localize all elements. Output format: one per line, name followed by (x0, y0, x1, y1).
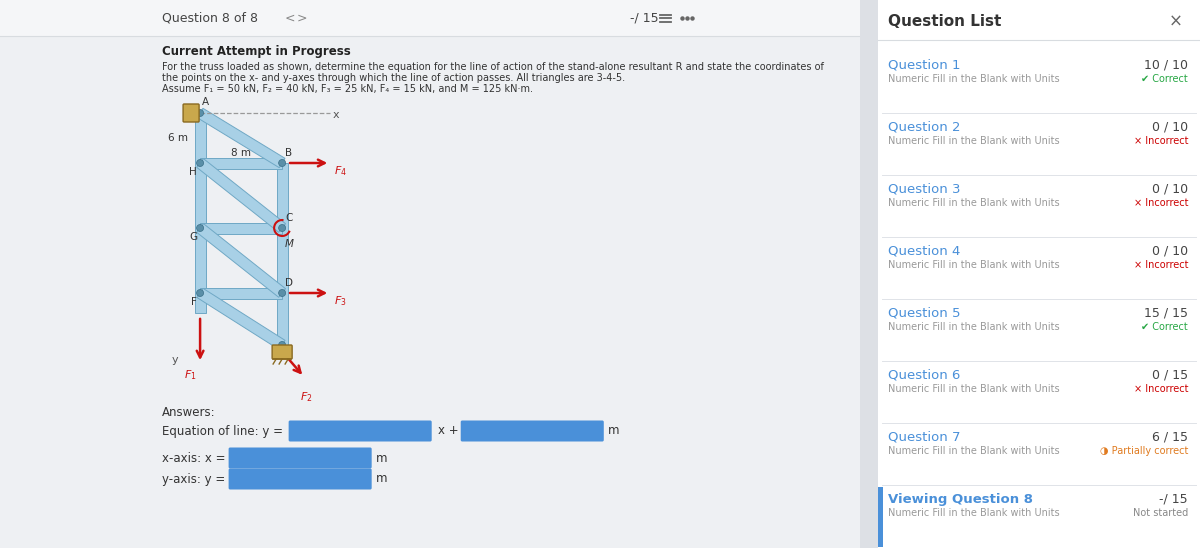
Text: ×: × (1169, 13, 1183, 31)
Text: ✔ Correct: ✔ Correct (1141, 322, 1188, 332)
Text: Question 2: Question 2 (888, 121, 961, 134)
Text: i: i (235, 474, 239, 484)
Text: $F_3$: $F_3$ (334, 294, 347, 308)
Polygon shape (197, 109, 284, 168)
Polygon shape (200, 288, 282, 299)
FancyBboxPatch shape (289, 420, 432, 442)
Text: C: C (286, 213, 293, 223)
Text: For the truss loaded as shown, determine the equation for the line of action of : For the truss loaded as shown, determine… (162, 62, 824, 72)
Circle shape (197, 289, 204, 296)
Text: y-axis: y =: y-axis: y = (162, 472, 226, 486)
Text: 0 / 10: 0 / 10 (1152, 244, 1188, 258)
Text: H: H (190, 167, 197, 177)
Circle shape (197, 110, 204, 117)
Bar (0, 0, 860, 36)
Text: m: m (376, 452, 388, 465)
Text: Numeric Fill in the Blank with Units: Numeric Fill in the Blank with Units (888, 322, 1060, 332)
FancyBboxPatch shape (461, 420, 604, 442)
Text: B: B (286, 148, 293, 158)
Polygon shape (277, 163, 288, 345)
Circle shape (197, 159, 204, 167)
Text: $F_1$: $F_1$ (184, 368, 197, 382)
Text: Equation of line: y =: Equation of line: y = (162, 425, 283, 437)
Text: Not started: Not started (1133, 508, 1188, 518)
Text: 0 / 10: 0 / 10 (1152, 121, 1188, 134)
Text: 6 m: 6 m (168, 133, 188, 143)
Text: m: m (608, 425, 619, 437)
Text: Numeric Fill in the Blank with Units: Numeric Fill in the Blank with Units (888, 74, 1060, 84)
Text: Answers:: Answers: (162, 406, 216, 419)
Text: -/ 15: -/ 15 (630, 12, 659, 25)
Text: x-axis: x =: x-axis: x = (162, 452, 226, 465)
Text: × Incorrect: × Incorrect (1134, 260, 1188, 270)
Text: Question 8 of 8: Question 8 of 8 (162, 12, 258, 25)
Text: i: i (295, 426, 299, 436)
Polygon shape (200, 157, 282, 168)
Polygon shape (197, 288, 286, 350)
Text: Assume F₁ = 50 kN, F₂ = 40 kN, F₃ = 25 kN, F₄ = 15 kN, and M = 125 kN·m.: Assume F₁ = 50 kN, F₂ = 40 kN, F₃ = 25 k… (162, 84, 533, 94)
Text: Question 1: Question 1 (888, 59, 961, 71)
Text: ◑ Partially correct: ◑ Partially correct (1099, 446, 1188, 456)
Text: F: F (191, 297, 197, 307)
Text: 0 / 10: 0 / 10 (1152, 182, 1188, 196)
Polygon shape (197, 224, 286, 298)
Circle shape (197, 225, 204, 231)
Text: x: x (334, 110, 340, 120)
Polygon shape (197, 159, 286, 232)
Circle shape (278, 159, 286, 167)
Circle shape (278, 225, 286, 231)
Text: × Incorrect: × Incorrect (1134, 136, 1188, 146)
Text: $F_2$: $F_2$ (300, 390, 313, 404)
FancyBboxPatch shape (184, 104, 199, 122)
Text: G: G (188, 232, 197, 242)
Text: Numeric Fill in the Blank with Units: Numeric Fill in the Blank with Units (888, 508, 1060, 518)
Text: -/ 15: -/ 15 (1159, 493, 1188, 505)
Text: Current Attempt in Progress: Current Attempt in Progress (162, 45, 350, 59)
FancyBboxPatch shape (229, 448, 372, 469)
Text: x +: x + (438, 425, 458, 437)
Text: m: m (376, 472, 388, 486)
Text: i: i (467, 426, 470, 436)
Text: $F_4$: $F_4$ (334, 164, 347, 178)
Text: the points on the x- and y-axes through which the line of action passes. All tri: the points on the x- and y-axes through … (162, 73, 625, 83)
Bar (878, 487, 883, 547)
Circle shape (278, 289, 286, 296)
FancyBboxPatch shape (272, 345, 292, 359)
Text: Question 5: Question 5 (888, 306, 961, 319)
Text: × Incorrect: × Incorrect (1134, 384, 1188, 394)
Polygon shape (200, 222, 282, 233)
Text: Question 6: Question 6 (888, 368, 961, 381)
Text: M: M (286, 239, 294, 249)
Text: 10 / 10: 10 / 10 (1144, 59, 1188, 71)
Text: 15 / 15: 15 / 15 (1144, 306, 1188, 319)
Text: Numeric Fill in the Blank with Units: Numeric Fill in the Blank with Units (888, 446, 1060, 456)
Text: 8 m: 8 m (232, 148, 251, 158)
Text: y: y (172, 355, 179, 365)
Text: × Incorrect: × Incorrect (1134, 198, 1188, 208)
Text: i: i (235, 453, 239, 463)
Text: 0 / 15: 0 / 15 (1152, 368, 1188, 381)
Text: Question 4: Question 4 (888, 244, 961, 258)
Text: Question 3: Question 3 (888, 182, 961, 196)
FancyBboxPatch shape (229, 469, 372, 489)
Text: A: A (202, 97, 209, 107)
Text: 6 / 15: 6 / 15 (1152, 431, 1188, 443)
Text: D: D (286, 278, 293, 288)
Text: <: < (284, 12, 295, 25)
Text: Numeric Fill in the Blank with Units: Numeric Fill in the Blank with Units (888, 136, 1060, 146)
Polygon shape (194, 113, 205, 313)
Text: ✔ Correct: ✔ Correct (1141, 74, 1188, 84)
Text: >: > (296, 12, 307, 25)
Text: Question 7: Question 7 (888, 431, 961, 443)
Text: Numeric Fill in the Blank with Units: Numeric Fill in the Blank with Units (888, 198, 1060, 208)
Text: Numeric Fill in the Blank with Units: Numeric Fill in the Blank with Units (888, 384, 1060, 394)
Text: Viewing Question 8: Viewing Question 8 (888, 493, 1033, 505)
Text: Numeric Fill in the Blank with Units: Numeric Fill in the Blank with Units (888, 260, 1060, 270)
Text: Question List: Question List (888, 14, 1002, 30)
Bar (860, 0, 878, 548)
Circle shape (278, 341, 286, 349)
